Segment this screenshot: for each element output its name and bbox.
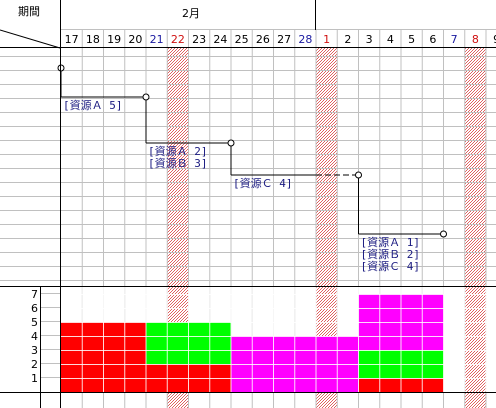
day-label-3: 3 [366,33,373,46]
day-label-23: 23 [192,33,206,46]
day-label-26: 26 [256,33,270,46]
day-label-6: 6 [429,33,436,46]
y-tick-3: 3 [31,344,38,357]
y-tick-7: 7 [31,288,38,301]
resource-bar-gridlines [61,286,496,392]
task-resource-label: [資源Ｂ 2] [361,247,421,261]
task-resource-label: [資源Ａ 5] [63,98,123,112]
holiday-column-22 [167,48,189,408]
day-label-8: 8 [472,33,479,46]
task-resource-label: [資源Ａ 2] [148,144,208,158]
task-end-node-icon [142,93,150,101]
y-tick-1: 1 [31,372,38,385]
bar-s0-3 [358,378,381,392]
bar-s1-21 [146,322,168,364]
day-label-1: 1 [323,33,330,46]
day-label-21: 21 [150,33,164,46]
task-end-node-icon [440,230,447,238]
bar-s0-4 [379,378,402,392]
task-network: [資源Ａ 5] [資源Ａ 2][資源Ｂ 3] [資源Ｃ 4] [資源Ａ 1][資源Ｂ … [57,64,447,273]
day-label-19: 19 [107,33,121,46]
bar-s0-17 [61,322,83,392]
task-resource-label: [資源Ｃ 4] [233,176,293,190]
day-label-7: 7 [451,33,458,46]
bar-s0-5 [401,378,423,392]
y-tick-4: 4 [31,330,38,343]
task-resource-label: [資源Ｃ 4] [361,259,421,273]
day-label-17: 17 [65,33,79,46]
day-label-18: 18 [86,33,100,46]
bar-s0-19 [103,322,126,392]
bar-s0-18 [82,322,104,392]
corner-diagonal [0,29,61,49]
task-resource-label: [資源Ａ 1] [361,235,421,249]
day-label-24: 24 [213,33,227,46]
day-label-20: 20 [128,33,142,46]
day-label-27: 27 [277,33,291,46]
holiday-column-1 [316,48,338,408]
day-label-5: 5 [408,33,415,46]
day-label-4: 4 [387,33,394,46]
y-tick-2: 2 [31,358,38,371]
task-end-node-icon [355,171,362,179]
day-label-22: 22 [171,33,185,46]
month-label: 2月 [182,7,200,20]
bar-s0-6 [422,378,444,392]
day-label-9: 9 [493,33,496,46]
y-tick-6: 6 [31,302,38,315]
bar-s1-22 [167,322,189,364]
task-end-node-icon [227,139,235,147]
y-tick-5: 5 [31,316,38,329]
day-label-2: 2 [344,33,351,46]
holiday-columns [167,48,486,408]
holiday-column-8 [464,48,486,408]
period-label: 期間 [18,5,40,18]
corner-header: 期間 [0,5,61,49]
bar-s1-23 [188,322,211,364]
task-resource-label: [資源Ｂ 3] [148,156,208,170]
bar-s0-20 [124,322,147,392]
day-label-25: 25 [235,33,249,46]
day-label-28: 28 [298,33,312,46]
day-header-row: 171819202122232425262728123456789 [65,33,496,46]
bar-s1-24 [209,322,232,364]
